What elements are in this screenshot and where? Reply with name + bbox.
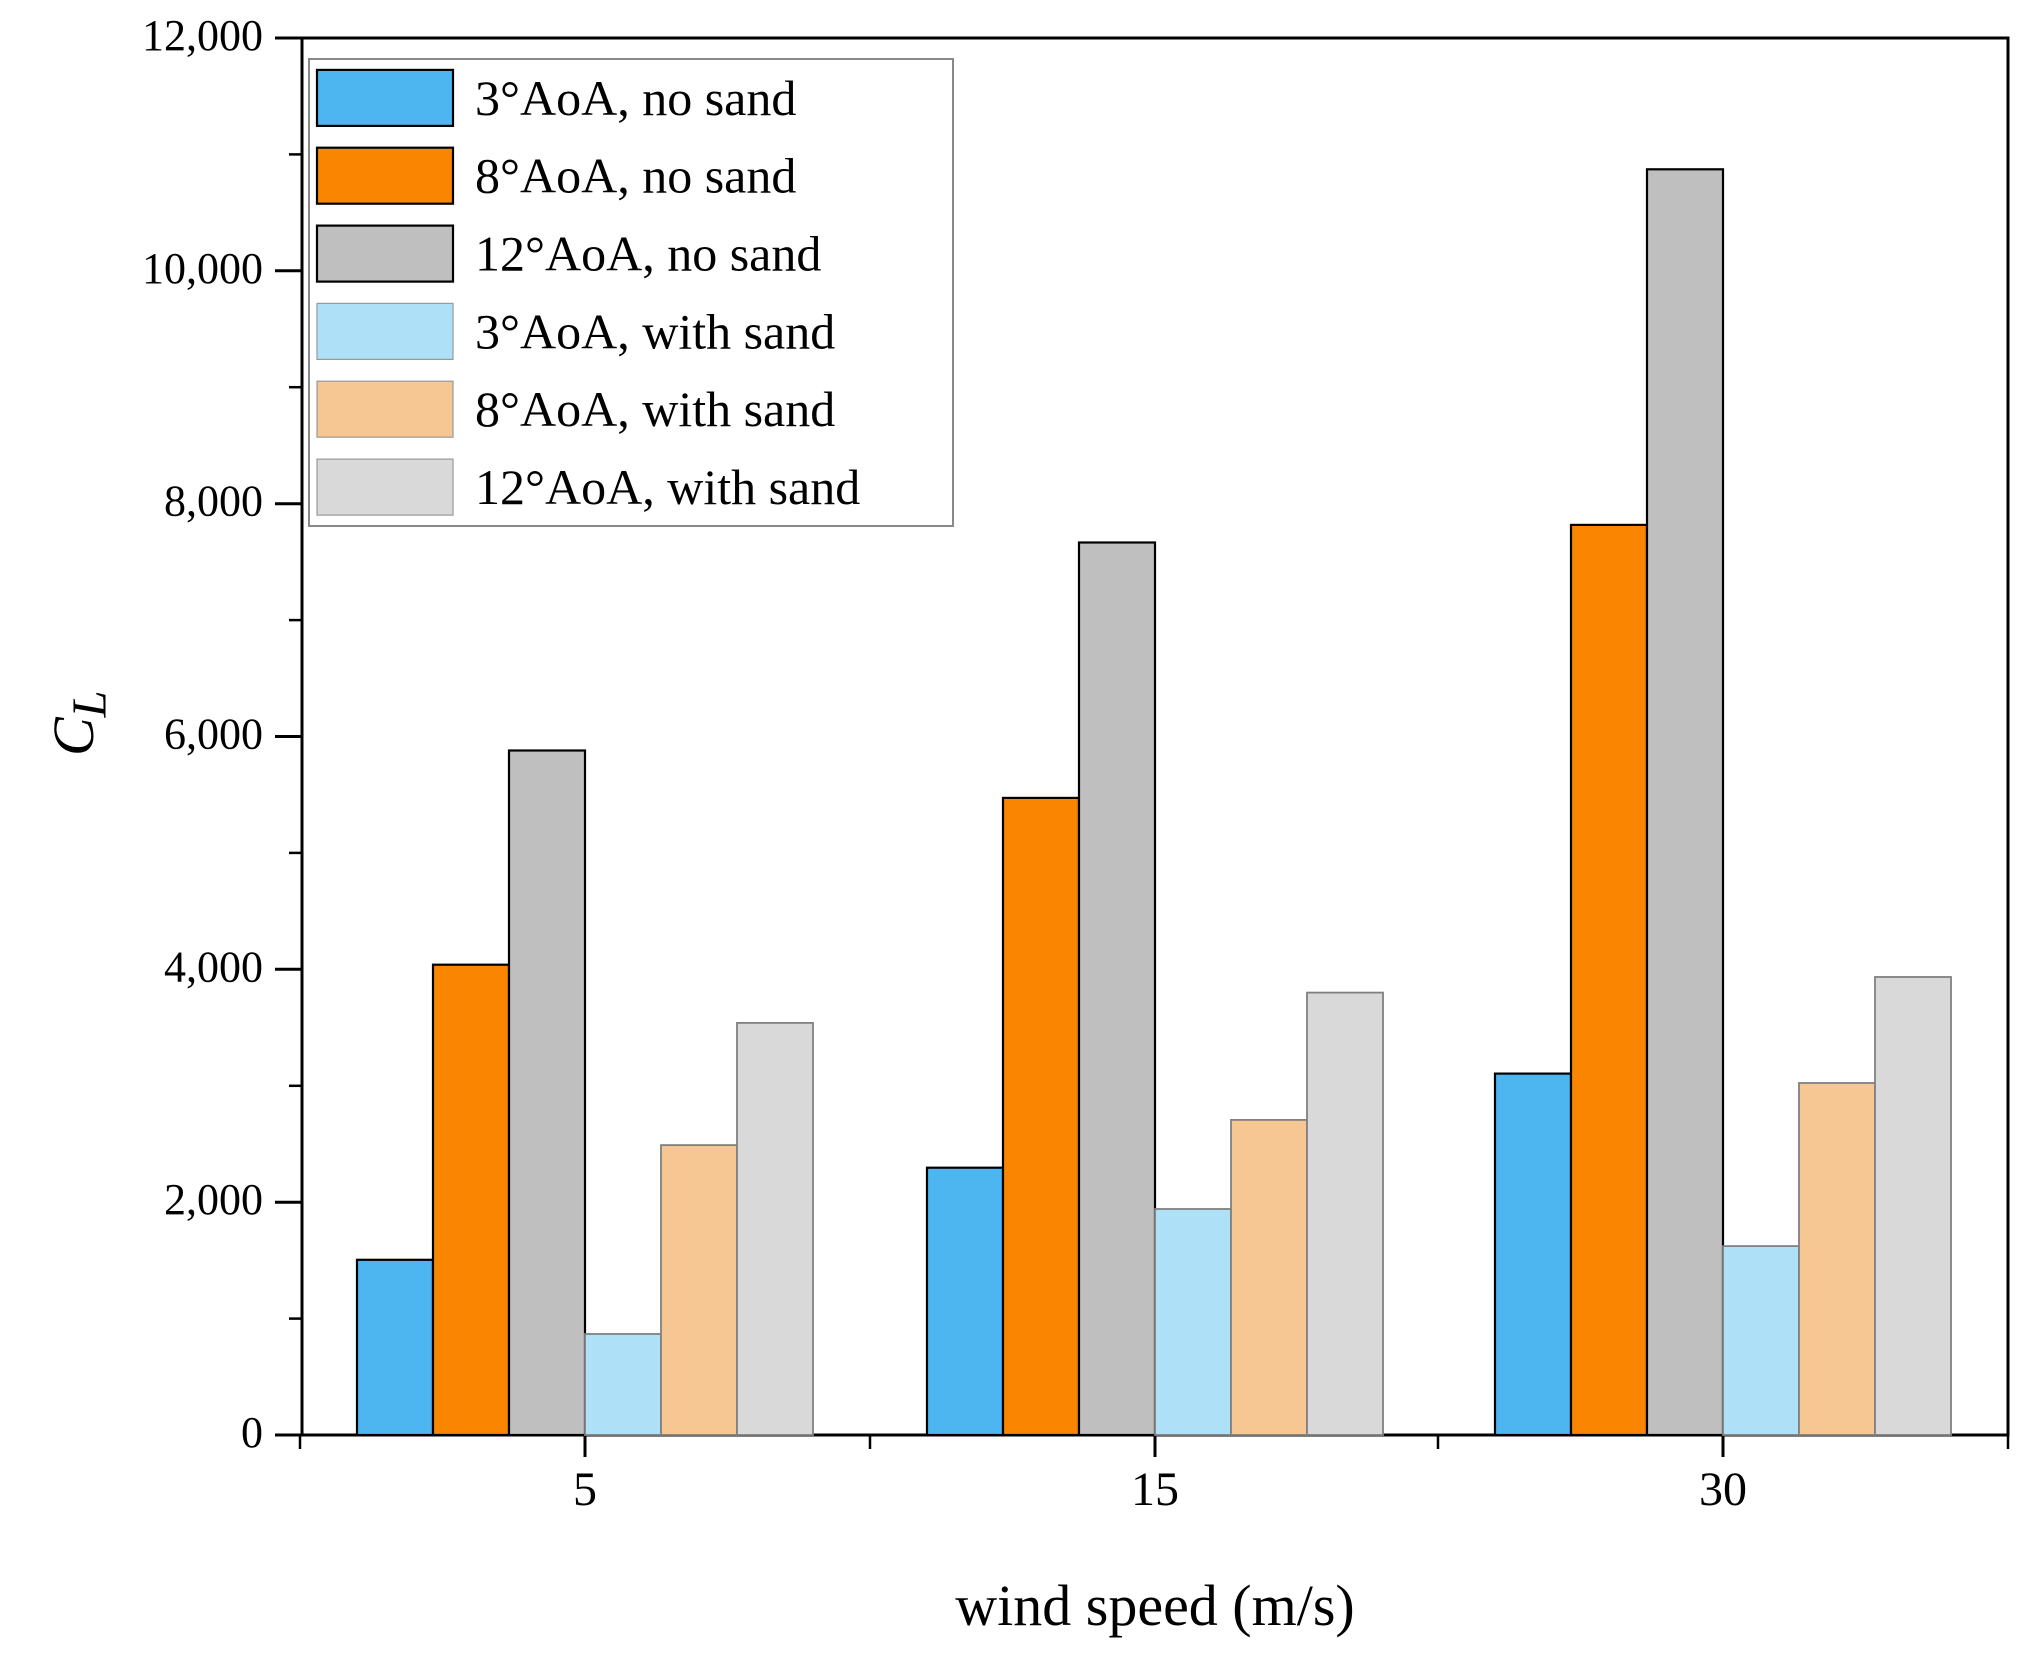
svg-text:0: 0 bbox=[241, 1408, 263, 1457]
svg-text:12°AoA, no sand: 12°AoA, no sand bbox=[475, 226, 821, 282]
svg-text:12°AoA, with sand: 12°AoA, with sand bbox=[475, 459, 860, 515]
svg-text:6,000: 6,000 bbox=[164, 710, 263, 759]
svg-text:10,000: 10,000 bbox=[142, 244, 263, 293]
svg-text:3°AoA, with sand: 3°AoA, with sand bbox=[475, 303, 835, 359]
svg-text:8°AoA, no sand: 8°AoA, no sand bbox=[475, 148, 796, 204]
svg-text:8,000: 8,000 bbox=[164, 477, 263, 526]
svg-text:8°AoA, with sand: 8°AoA, with sand bbox=[475, 381, 835, 437]
svg-text:2,000: 2,000 bbox=[164, 1175, 263, 1224]
svg-text:5: 5 bbox=[573, 1463, 597, 1516]
svg-text:4,000: 4,000 bbox=[164, 942, 263, 991]
svg-text:15: 15 bbox=[1131, 1463, 1179, 1516]
svg-text:30: 30 bbox=[1699, 1463, 1747, 1516]
svg-text:12,000: 12,000 bbox=[142, 11, 263, 60]
svg-text:3°AoA, no sand: 3°AoA, no sand bbox=[475, 70, 796, 126]
svg-text:wind speed (m/s): wind speed (m/s) bbox=[955, 1573, 1355, 1638]
